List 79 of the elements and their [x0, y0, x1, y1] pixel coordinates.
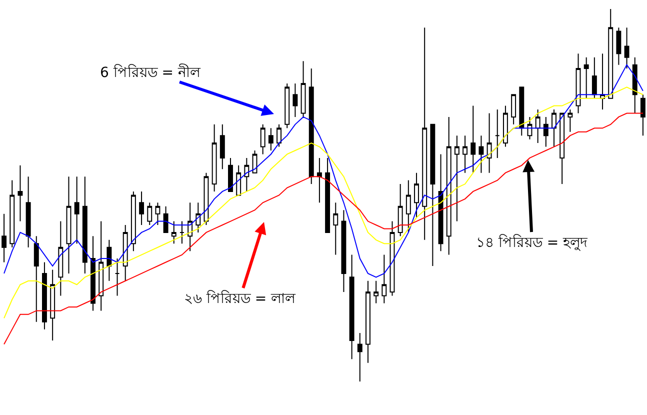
candlestick — [560, 112, 565, 185]
candlestick — [292, 82, 298, 118]
candlestick — [58, 220, 64, 296]
candlestick — [382, 254, 387, 304]
candlestick — [584, 56, 589, 99]
candlestick — [300, 60, 306, 118]
candlestick — [34, 236, 39, 322]
candlestick — [228, 157, 233, 192]
candlestick — [114, 258, 120, 296]
candlestick — [478, 135, 484, 174]
candlestick — [600, 53, 605, 110]
candlestick — [422, 27, 428, 240]
candlestick — [284, 82, 290, 129]
candlestick — [470, 105, 476, 174]
candlestick — [155, 202, 160, 226]
candlestick — [616, 27, 622, 66]
annotation: ১৪ পিরিয়ড = হলুদ — [476, 234, 588, 251]
candlestick — [333, 202, 338, 256]
candlestick — [220, 124, 225, 170]
candlestick — [632, 56, 638, 114]
candlestick — [122, 224, 128, 282]
candlestick — [624, 27, 630, 70]
candlestick — [552, 109, 556, 148]
candlestick — [179, 220, 184, 244]
candlestick — [454, 135, 460, 222]
candlestick — [316, 157, 322, 204]
candlestick — [430, 124, 436, 266]
candlestick — [42, 262, 47, 330]
candlestick — [438, 154, 444, 252]
candlestick — [106, 239, 112, 282]
candlestick — [592, 56, 597, 99]
candlestick — [462, 135, 468, 174]
candlestick — [502, 105, 508, 148]
candlestick — [519, 86, 524, 136]
candlestick — [446, 116, 452, 256]
candlestick — [171, 220, 176, 244]
candlestick — [543, 116, 548, 148]
candlestick — [74, 176, 80, 244]
candlestick — [98, 220, 104, 312]
candlestick — [66, 176, 72, 274]
candlestick — [374, 280, 379, 304]
candlestick — [130, 190, 136, 252]
candlestick — [50, 269, 56, 341]
candlestick — [357, 332, 362, 382]
candlestick — [276, 124, 282, 148]
candlestick — [576, 53, 581, 114]
candlestick — [26, 176, 31, 248]
candlestick — [212, 124, 217, 192]
candlestick — [10, 180, 15, 248]
candlestick — [139, 190, 144, 226]
candlestick — [244, 157, 250, 192]
candlestick — [18, 164, 23, 222]
candlestick — [196, 202, 201, 233]
candlestick — [308, 68, 314, 185]
candlestick — [260, 124, 266, 155]
candlestick — [268, 128, 274, 151]
candlestick — [398, 184, 403, 237]
annotation: ২৬ পিরিয়ড = লাল — [184, 290, 296, 307]
candlestick — [147, 202, 152, 226]
candlestick — [535, 109, 540, 144]
candlestick — [406, 180, 411, 233]
candlestick — [366, 280, 370, 364]
candlestick — [349, 254, 354, 360]
candlestick — [486, 112, 492, 174]
candlestick — [163, 206, 168, 233]
candlestick — [640, 94, 646, 136]
candlestick — [90, 236, 96, 312]
candlestick — [188, 202, 193, 252]
candlestick — [494, 109, 500, 158]
candlestick — [236, 164, 242, 196]
candlestick — [568, 109, 573, 132]
candlestick — [341, 210, 346, 293]
candlestick — [511, 94, 516, 125]
candlestick — [325, 157, 330, 233]
annotation: 6 পিরিয়ড = নীল — [100, 64, 201, 81]
candlestick — [414, 172, 419, 218]
candlestick — [2, 213, 7, 263]
candlestick — [82, 176, 88, 274]
candlestick — [608, 8, 614, 99]
